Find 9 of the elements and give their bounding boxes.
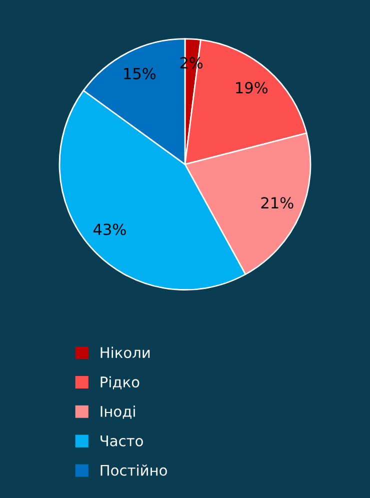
legend-label: Часто: [100, 436, 143, 446]
data-label: 15%: [124, 68, 156, 80]
data-label: 21%: [261, 197, 294, 209]
data-label: 43%: [93, 224, 126, 236]
legend-label: Іноді: [100, 406, 135, 419]
legend-label: Ніколи: [100, 346, 150, 358]
legend-label: Постійно: [100, 464, 167, 476]
data-label: 19%: [236, 82, 268, 94]
legend-label: Рідко: [100, 376, 140, 390]
